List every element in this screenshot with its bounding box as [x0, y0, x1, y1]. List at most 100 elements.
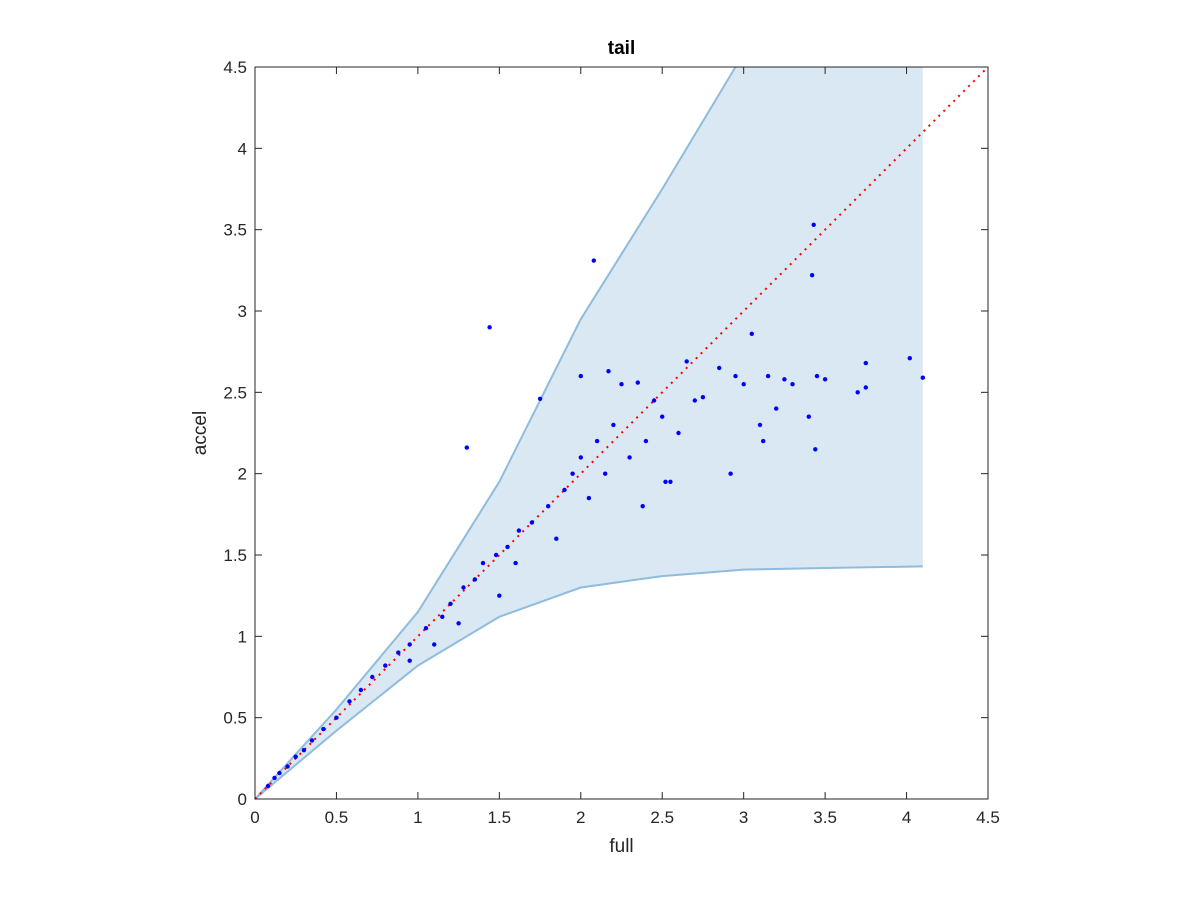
x-axis-label: full [609, 836, 633, 857]
data-point [487, 325, 492, 330]
y-tick-label: 3 [238, 302, 247, 321]
data-point [790, 382, 795, 387]
data-point [811, 222, 816, 227]
data-point [717, 365, 722, 371]
x-tick-label: 0 [250, 808, 259, 827]
data-point [749, 331, 754, 336]
data-point [562, 487, 567, 493]
data-point [611, 422, 616, 428]
data-point [920, 375, 925, 380]
data-point [440, 614, 445, 619]
data-point [396, 650, 401, 655]
y-tick-label: 0.5 [223, 709, 247, 728]
data-point [546, 504, 551, 509]
data-point [651, 398, 657, 403]
data-point [765, 373, 771, 379]
data-point [505, 544, 510, 550]
data-point [383, 663, 388, 668]
data-point [640, 504, 645, 509]
y-tick-label: 2.5 [223, 383, 247, 402]
data-point [814, 373, 820, 379]
data-point [407, 658, 412, 663]
data-point [272, 775, 277, 781]
x-axis-ticks: 0 0.5 1 1.5 2 2.5 3 3.5 4 4.5 [250, 67, 1000, 827]
data-point [733, 373, 738, 379]
data-point [863, 360, 868, 366]
data-point [423, 626, 429, 631]
data-point [321, 726, 326, 732]
y-tick-label: 1.5 [223, 546, 247, 565]
data-point [578, 455, 583, 460]
data-point [578, 373, 583, 379]
data-point [301, 748, 307, 753]
data-point [347, 699, 352, 704]
data-point [516, 528, 522, 533]
data-point [619, 382, 624, 387]
data-point [855, 390, 860, 395]
data-point [806, 414, 811, 419]
data-point [370, 674, 375, 680]
data-point [774, 406, 779, 411]
data-point [660, 414, 665, 419]
data-point [907, 356, 912, 361]
data-point [480, 560, 486, 566]
axes-box [254, 66, 989, 800]
data-point [448, 601, 453, 606]
y-tick-label: 1 [238, 627, 247, 646]
data-point [586, 495, 592, 501]
data-point [606, 369, 611, 374]
data-point [456, 621, 461, 626]
data-point [741, 382, 746, 387]
data-point [761, 438, 766, 444]
data-point [728, 471, 733, 476]
data-point [293, 754, 298, 759]
data-point [513, 560, 518, 566]
data-point [663, 479, 668, 484]
data-point [472, 577, 478, 582]
data-point [537, 396, 543, 401]
data-point [635, 380, 640, 385]
confidence-band [254, 66, 923, 800]
y-tick-label: 4.5 [223, 58, 247, 77]
data-point [809, 273, 815, 278]
data-point [334, 715, 339, 720]
data-point [554, 536, 559, 541]
y-tick-label: 4 [238, 139, 247, 158]
x-tick-label: 2 [576, 808, 585, 827]
data-point [358, 687, 364, 693]
y-axis-ticks: 0 0.5 1 1.5 2 2.5 3 3.5 4 4.5 [223, 58, 988, 809]
x-tick-label: 3.5 [813, 808, 837, 827]
data-point [432, 642, 437, 647]
data-point [265, 783, 271, 789]
x-tick-label: 4.5 [976, 808, 1000, 827]
data-point [309, 738, 315, 743]
y-axis-label: accel [190, 411, 211, 455]
data-point [277, 770, 282, 776]
x-tick-label: 0.5 [325, 808, 349, 827]
data-point [684, 359, 689, 364]
band-upper-edge [254, 66, 737, 800]
data-point [464, 445, 469, 450]
data-point [692, 398, 697, 403]
chart-title: tail [608, 38, 635, 59]
x-tick-label: 1 [413, 808, 422, 827]
data-point [813, 447, 818, 452]
data-point [603, 471, 608, 476]
data-point [757, 422, 763, 428]
data-point [594, 438, 600, 444]
data-point [591, 258, 596, 263]
band-fill [255, 67, 923, 799]
y-tick-label: 2 [238, 465, 247, 484]
x-tick-label: 4 [902, 808, 911, 827]
data-point [627, 455, 632, 460]
data-point [700, 395, 706, 400]
data-point [822, 377, 828, 382]
data-point [863, 385, 868, 390]
data-point [529, 520, 535, 525]
data-point [676, 430, 681, 436]
data-point [570, 471, 575, 476]
x-tick-label: 3 [739, 808, 748, 827]
data-points [265, 222, 925, 789]
data-point [493, 552, 499, 558]
